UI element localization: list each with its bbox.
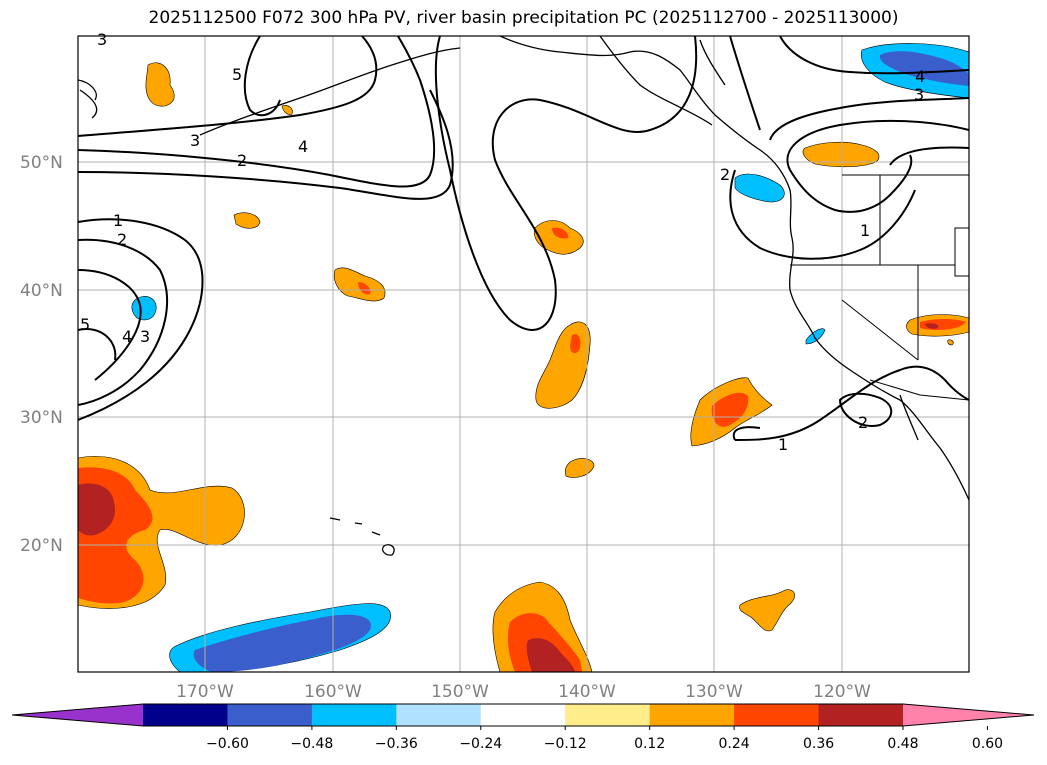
contour-label: 2 bbox=[237, 151, 247, 170]
lat-label: 20°N bbox=[20, 536, 63, 556]
colorbar-tick-label: 0.60 bbox=[972, 736, 1003, 752]
colorbar-segment bbox=[227, 704, 313, 726]
contour-label: 3 bbox=[140, 327, 150, 346]
lon-label: 140°W bbox=[558, 682, 616, 702]
coastlines bbox=[78, 36, 969, 556]
lon-label: 150°W bbox=[431, 682, 489, 702]
contour-labels: 3 5 4 3 2 4 5 3 4 3 2 1 2 1 2 1 bbox=[80, 30, 925, 454]
colorbar-segment bbox=[480, 704, 566, 726]
contour-label: 1 bbox=[113, 211, 123, 230]
colorbar-tick-label: −0.60 bbox=[206, 736, 249, 752]
lon-label: 160°W bbox=[304, 682, 362, 702]
colorbar-tick-label: −0.24 bbox=[459, 736, 502, 752]
lat-label: 30°N bbox=[20, 408, 63, 428]
colorbar-segment bbox=[649, 704, 735, 726]
colorbar-segment bbox=[734, 704, 820, 726]
contour-label: 3 bbox=[97, 30, 107, 49]
colorbar-segment bbox=[818, 704, 904, 726]
colorbar-segment bbox=[311, 704, 397, 726]
lat-label: 40°N bbox=[20, 281, 63, 301]
colorbar-extend-min bbox=[12, 704, 143, 726]
contour-label: 1 bbox=[778, 435, 788, 454]
contour-label: 1 bbox=[860, 221, 870, 240]
colorbar-segment bbox=[565, 704, 651, 726]
map-panel bbox=[77, 35, 970, 673]
colorbar-tick-label: 0.48 bbox=[887, 736, 918, 752]
colorbar-tick-label: 0.36 bbox=[803, 736, 834, 752]
lat-label: 50°N bbox=[20, 153, 63, 173]
contour-label: 4 bbox=[298, 137, 308, 156]
colorbar-tick-label: −0.36 bbox=[375, 736, 418, 752]
gridlines bbox=[78, 36, 969, 672]
colorbar-segment bbox=[143, 704, 228, 726]
lon-label: 170°W bbox=[176, 682, 234, 702]
contour-label: 3 bbox=[914, 85, 924, 104]
colorbar: −0.60 −0.48 −0.36 −0.24 −0.12 0.12 0.24 0.36 0.4… bbox=[11, 703, 1035, 752]
lon-label: 130°W bbox=[685, 682, 743, 702]
longitude-labels: 170°W 160°W 150°W 140°W 130°W 120°W bbox=[176, 682, 871, 702]
contour-label: 2 bbox=[858, 413, 868, 432]
lon-label: 120°W bbox=[813, 682, 871, 702]
contour-label: 5 bbox=[232, 65, 242, 84]
colorbar-extend-max bbox=[903, 704, 1034, 726]
contour-label: 5 bbox=[80, 315, 90, 334]
contour-label: 2 bbox=[720, 165, 730, 184]
contour-label: 3 bbox=[190, 131, 200, 150]
colorbar-tick-label: 0.12 bbox=[634, 736, 665, 752]
colorbar-tick-label: −0.12 bbox=[544, 736, 587, 752]
colorbar-tick-label: −0.48 bbox=[290, 736, 333, 752]
pv-contours bbox=[78, 36, 969, 441]
map-title: 2025112500 F072 300 hPa PV, river basin … bbox=[148, 8, 899, 28]
contour-label: 4 bbox=[122, 327, 132, 346]
colorbar-tick-label: 0.24 bbox=[719, 736, 750, 752]
precipitation-shading bbox=[78, 43, 969, 672]
colorbar-segment bbox=[396, 704, 482, 726]
contour-label: 2 bbox=[117, 230, 127, 249]
contour-label: 4 bbox=[915, 67, 925, 86]
latitude-labels: 50°N 40°N 30°N 20°N bbox=[20, 153, 63, 556]
colorbar-outline bbox=[11, 703, 1035, 727]
